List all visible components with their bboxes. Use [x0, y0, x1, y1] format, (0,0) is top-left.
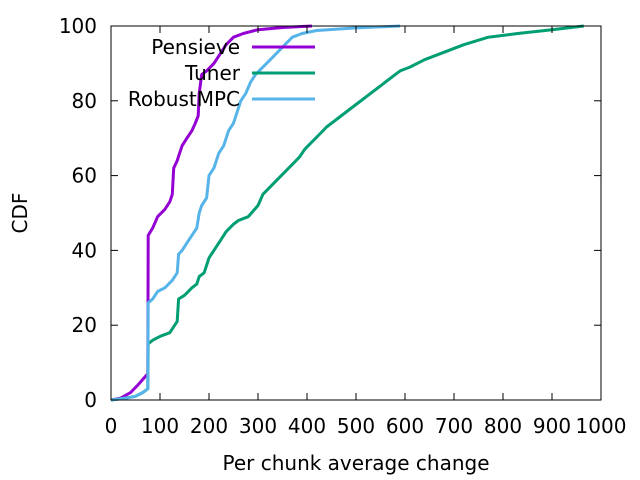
- y-tick-label: 40: [72, 238, 97, 262]
- x-tick-label: 400: [288, 414, 326, 438]
- x-tick-label: 800: [484, 414, 522, 438]
- x-tick-label: 0: [105, 414, 118, 438]
- x-tick-label: 500: [337, 414, 375, 438]
- x-tick-label: 700: [435, 414, 473, 438]
- y-tick-label: 0: [84, 388, 97, 412]
- series-layer: [110, 24, 584, 402]
- x-axis-label: Per chunk average change: [222, 451, 489, 475]
- x-tick-label: 600: [386, 414, 424, 438]
- x-tick-label: 1000: [576, 414, 627, 438]
- x-tick-label: 100: [141, 414, 179, 438]
- series-line-robustmpc: [110, 24, 401, 402]
- tick-layer: 0 100 200 300 400 500 600 700 800 900 1000 0 20 40 60 8…: [59, 14, 627, 438]
- x-tick-label: 200: [190, 414, 228, 438]
- y-tick-label: 80: [72, 89, 97, 113]
- y-tick-label: 20: [72, 313, 97, 337]
- legend-label-pensieve: Pensieve: [151, 35, 240, 59]
- y-tick-label: 100: [59, 14, 97, 38]
- legend-label-tuner: Tuner: [184, 61, 241, 85]
- y-axis-label: CDF: [8, 193, 32, 234]
- x-tick-label: 900: [533, 414, 571, 438]
- y-tick-label: 60: [72, 164, 97, 188]
- x-tick-label: 300: [239, 414, 277, 438]
- legend-label-robustmpc: RobustMPC: [128, 87, 240, 111]
- series-line-tuner: [110, 24, 584, 402]
